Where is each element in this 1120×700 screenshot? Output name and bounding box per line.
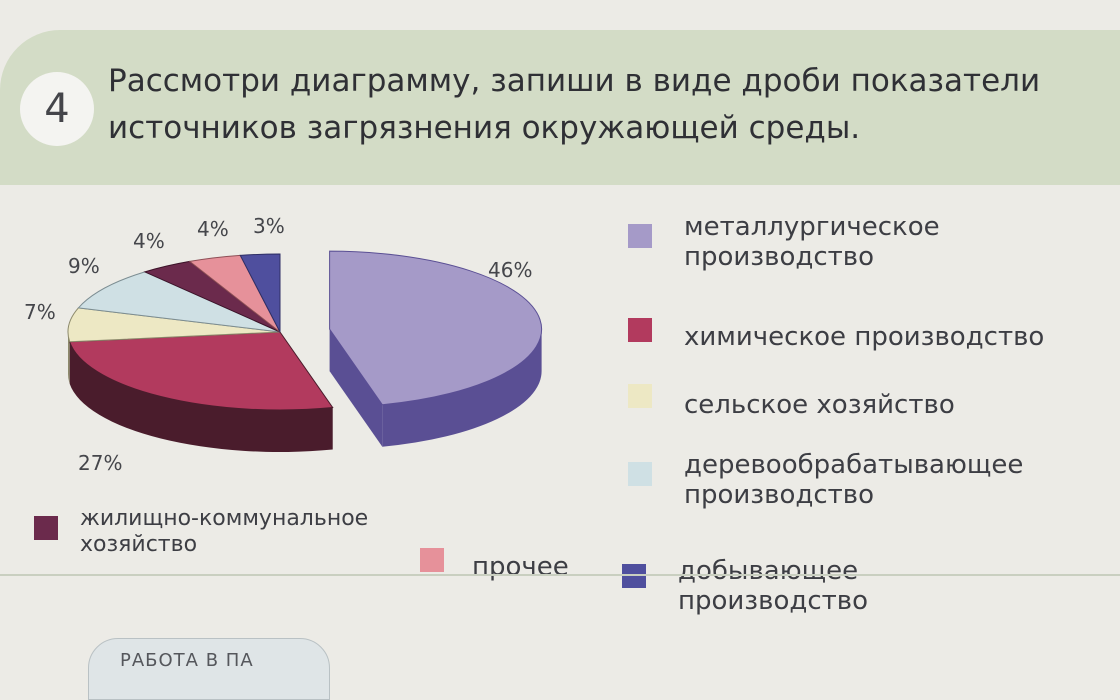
task-number-badge: 4	[20, 72, 94, 146]
pollution-sources-pie-chart: 46% 27% 7% 9% 4% 4% 3%	[24, 214, 543, 475]
legend-swatch-metallurgy	[628, 224, 652, 248]
legend-label-woodworking-line-2: производство	[684, 480, 875, 510]
legend-swatch-woodworking	[628, 462, 652, 486]
label-mining-percent: 3%	[253, 214, 285, 238]
pie-slice-side-metallurgy	[382, 329, 542, 447]
label-chemical-percent: 27%	[78, 451, 122, 475]
legend-label-mining: добывающее производство	[678, 556, 868, 616]
legend-swatch-agriculture	[628, 384, 652, 408]
section-divider	[0, 574, 1120, 576]
pie-slice-tops	[67, 250, 543, 411]
legend-label-other: прочее	[472, 552, 569, 582]
pie-slice-side-agriculture	[68, 332, 70, 384]
legend-swatch-chemical	[628, 318, 652, 342]
task-instruction: Рассмотри диаграмму, запиши в виде дроби…	[108, 58, 1098, 152]
legend-label-woodworking-line-1: деревообрабатывающее	[684, 450, 1024, 480]
legend-label-mining-line-1: добывающее	[678, 556, 859, 586]
legend-label-woodworking: деревообрабатывающее производство	[684, 450, 1023, 510]
legend-label-metallurgy: металлургическое производство	[684, 212, 940, 272]
textbook-page: 4 Рассмотри диаграмму, запиши в виде дро…	[0, 30, 1120, 700]
legend-label-housing-line-1: жилищно-коммунальное	[80, 506, 369, 531]
legend-label-metallurgy-line-1: металлургическое	[684, 212, 940, 242]
legend-label-agriculture: сельское хозяйство	[684, 390, 955, 420]
task-instruction-line-1: Рассмотри диаграмму, запиши в виде дроби…	[108, 63, 1041, 99]
task-header-band	[0, 30, 1120, 185]
legend-swatch-other	[420, 548, 444, 572]
pie-slice-chemical	[68, 331, 334, 411]
pie-slice-side-chemical	[69, 341, 333, 453]
pie-percent-labels: 46% 27% 7% 9% 4% 4% 3%	[24, 214, 532, 475]
label-metallurgy-percent: 46%	[488, 258, 532, 282]
legend-label-housing-line-2: хозяйство	[80, 532, 198, 557]
footer-section-title: РАБОТА В ПА	[120, 650, 254, 671]
legend-label-housing: жилищно-коммунальное хозяйство	[80, 506, 368, 558]
task-instruction-line-2: источников загрязнения окружающей среды.	[108, 110, 861, 146]
legend-swatch-mining	[622, 564, 646, 588]
label-woodworking-percent: 9%	[68, 254, 100, 278]
pie-slice-sides	[68, 329, 542, 453]
legend-label-chemical: химическое производство	[684, 322, 1045, 352]
pie-slice-metallurgy	[329, 250, 543, 406]
legend-label-metallurgy-line-2: производство	[684, 242, 875, 272]
legend-label-mining-line-2: производство	[678, 586, 869, 616]
label-other-percent: 4%	[197, 217, 229, 241]
pie-slice-woodworking	[77, 271, 281, 333]
pie-slice-face-metallurgy	[329, 329, 383, 447]
label-housing-percent: 4%	[133, 229, 165, 253]
label-agriculture-percent: 7%	[24, 300, 56, 324]
legend-swatch-housing	[34, 516, 58, 540]
pie-slice-mining	[239, 253, 281, 333]
